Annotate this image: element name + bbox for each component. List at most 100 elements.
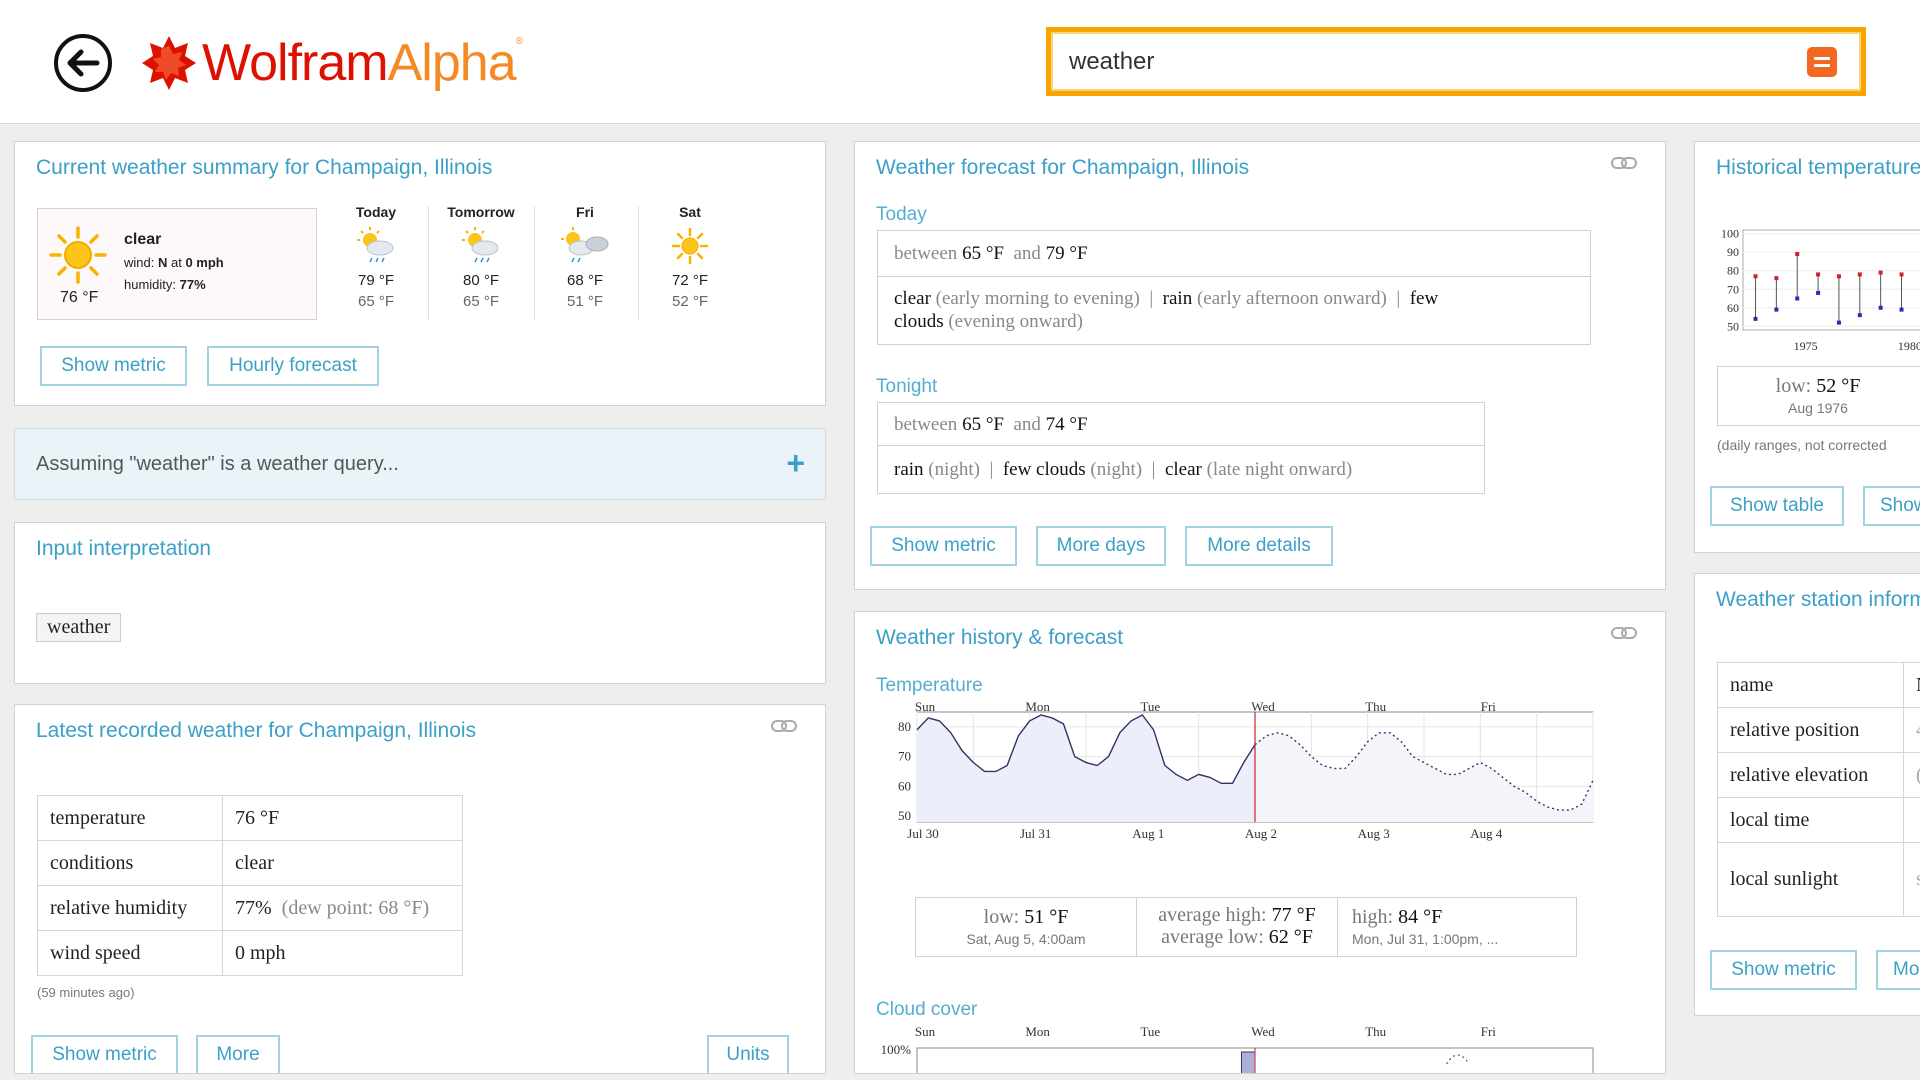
hourly-forecast-button[interactable]: Hourly forecast [207, 346, 379, 386]
more-button[interactable]: Mo [1876, 950, 1920, 990]
link-icon[interactable] [1611, 156, 1637, 170]
pod-title: Weather forecast for Champaign, Illinois [876, 156, 1250, 179]
back-button[interactable] [54, 34, 112, 92]
high-marker [1753, 274, 1758, 279]
top-tick-label: Tue [1140, 700, 1160, 714]
sun-icon [49, 226, 107, 284]
show-metric-button[interactable]: Show metric [870, 526, 1017, 566]
x-tick-label: 1980 [1898, 339, 1920, 353]
link-icon[interactable] [771, 719, 797, 733]
current-temperature: 76 °F [60, 289, 99, 306]
today-forecast-box: between 65 °F and 79 °F clear (early mor… [877, 230, 1591, 345]
top-tick-label: Wed [1251, 700, 1275, 714]
cloud-cover-chart: Sun Mon Tue Wed Thu Fri 100% [881, 1024, 1594, 1073]
search-submit-button[interactable] [1807, 47, 1837, 77]
low-marker [1753, 316, 1758, 321]
bottom-tick-label: Aug 4 [1470, 826, 1503, 841]
more-days-button[interactable]: More days [1036, 526, 1166, 566]
top-tick-label: Mon [1025, 700, 1050, 714]
bottom-tick-label: Aug 3 [1358, 826, 1390, 841]
y-tick-label: 100% [881, 1042, 912, 1057]
high-marker [1795, 252, 1800, 257]
cloud-forecast-line [1446, 1054, 1470, 1065]
equals-icon [1814, 57, 1830, 60]
historical-note: (daily ranges, not corrected [1717, 437, 1887, 453]
low-marker [1836, 320, 1841, 325]
low-marker [1816, 290, 1821, 295]
pod-title: Latest recorded weather for Champaign, I… [36, 719, 477, 742]
current-conditions-box: 76 °F clear wind: N at 0 mph humidity: 7… [37, 208, 317, 320]
cloud-cover-label: Cloud cover [876, 999, 978, 1020]
latest-weather-table: temperature 76 °F conditions clear relativ… [37, 795, 463, 976]
more-button[interactable]: More [196, 1035, 280, 1073]
x-tick-label: 1975 [1794, 339, 1818, 353]
historical-temperature-chart: 100 90 80 70 60 50 1975 1980 [1721, 227, 1920, 353]
high-marker [1816, 272, 1821, 277]
table-row: local time [1717, 797, 1920, 843]
y-tick-label: 80 [898, 719, 911, 734]
pod-title: Weather history & forecast [876, 626, 1124, 649]
interpretation-chip: weather [36, 613, 122, 642]
current-condition: clear [124, 231, 162, 248]
bottom-tick-label: Aug 1 [1132, 826, 1164, 841]
expand-assumption-button[interactable]: + [786, 445, 805, 481]
pod-title: Weather station information [1716, 588, 1920, 611]
logo-wolfram-text: Wolfram [202, 34, 389, 92]
station-table: nameN relative position4 relative elevat… [1717, 662, 1920, 917]
table-row: relative position4 [1717, 707, 1920, 753]
observed-series-line [916, 714, 1256, 785]
high-marker [1836, 274, 1841, 279]
search-box [1046, 27, 1866, 96]
search-input[interactable] [1069, 42, 1769, 82]
top-tick-label: Sun [915, 1024, 936, 1039]
sun-rain-icon [462, 227, 499, 263]
low-marker [1899, 307, 1904, 312]
pod-title: Input interpretation [36, 537, 212, 560]
latest-weather-pod: Latest recorded weather for Champaign, I… [14, 704, 826, 1074]
show-table-button[interactable]: Show table [1710, 486, 1844, 526]
pod-title: Historical temperatures [1716, 156, 1920, 179]
top-tick-label: Fri [1481, 700, 1497, 714]
y-tick-label: 90 [1727, 245, 1739, 259]
sun-rain-icon [357, 227, 394, 263]
historical-temperatures-pod: Historical temperatures 100 90 80 70 60 50 197… [1694, 141, 1920, 553]
top-tick-label: Wed [1251, 1024, 1275, 1039]
show-metric-button[interactable]: Show metric [1710, 950, 1857, 990]
bottom-tick-label: Aug 2 [1245, 826, 1277, 841]
wolfram-alpha-logo[interactable]: WolframAlpha ® [140, 30, 523, 96]
top-tick-label: Mon [1025, 1024, 1050, 1039]
y-tick-label: 70 [1727, 282, 1739, 296]
show-metric-button[interactable]: Show metric [40, 346, 187, 386]
table-row: relative elevation( [1717, 752, 1920, 798]
high-marker [1899, 272, 1904, 277]
low-marker [1878, 305, 1883, 310]
weather-station-pod: Weather station information nameN relati… [1694, 573, 1920, 1016]
show-metric-button[interactable]: Show metric [31, 1035, 178, 1073]
top-tick-label: Fri [1481, 1024, 1497, 1039]
cloud-series-bar [1240, 1051, 1256, 1073]
link-icon[interactable] [1611, 626, 1637, 640]
show-button[interactable]: Show [1863, 486, 1920, 526]
more-details-button[interactable]: More details [1185, 526, 1333, 566]
bottom-tick-label: Jul 31 [1020, 826, 1051, 841]
low-marker [1795, 296, 1800, 301]
y-tick-label: 80 [1727, 264, 1739, 278]
table-row: local sunlights [1717, 842, 1920, 917]
forecast-day-tomorrow: Tomorrow 80 °F 65 °F [447, 204, 515, 310]
current-wind: wind: N at 0 mph [124, 255, 224, 270]
temperature-chart: 80 70 60 50 Sun Mon Tue Wed Thu Fri Jul 30 Jul 31 Au… [898, 700, 1594, 841]
sun-cloud-rain-icon [561, 227, 609, 263]
forecast-day-fri: Fri 68 °F 51 °F [535, 204, 635, 310]
logo-registered-mark: ® [515, 36, 523, 47]
top-tick-label: Thu [1365, 700, 1386, 714]
low-marker [1857, 313, 1862, 318]
forecast-day-sat: Sat 72 °F 52 °F [671, 204, 709, 310]
wolfram-star-icon [142, 36, 196, 90]
forecast-area [1255, 732, 1593, 822]
y-tick-label: 60 [1727, 301, 1739, 315]
low-marker [1774, 307, 1779, 312]
historical-low-box: low: 52 °F Aug 1976 [1717, 366, 1920, 426]
units-button[interactable]: Units [707, 1035, 789, 1073]
top-tick-label: Sun [915, 700, 936, 714]
current-humidity: humidity: 77% [124, 277, 206, 292]
